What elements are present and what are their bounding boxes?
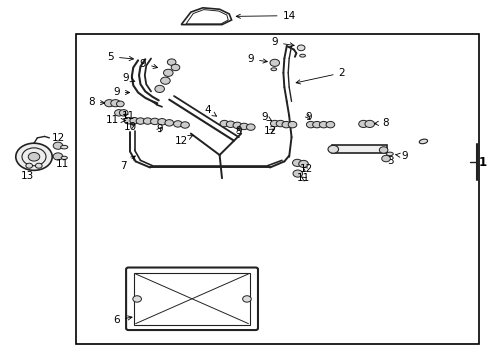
Text: 9: 9 bbox=[395, 151, 407, 161]
Circle shape bbox=[158, 118, 166, 125]
Circle shape bbox=[150, 118, 159, 125]
Circle shape bbox=[130, 117, 138, 124]
Circle shape bbox=[53, 153, 62, 160]
Circle shape bbox=[381, 156, 389, 162]
Circle shape bbox=[181, 122, 189, 128]
Text: 12: 12 bbox=[263, 126, 276, 136]
Text: 13: 13 bbox=[21, 171, 34, 181]
Text: 4: 4 bbox=[204, 105, 216, 116]
Text: 12: 12 bbox=[174, 135, 193, 146]
Circle shape bbox=[364, 120, 374, 127]
Circle shape bbox=[16, 143, 52, 170]
Text: 9: 9 bbox=[235, 126, 242, 136]
Ellipse shape bbox=[270, 68, 276, 71]
Circle shape bbox=[306, 121, 314, 128]
Text: 8: 8 bbox=[374, 118, 387, 128]
Ellipse shape bbox=[299, 54, 305, 57]
Circle shape bbox=[298, 160, 308, 167]
Text: 11: 11 bbox=[56, 159, 69, 169]
Circle shape bbox=[143, 118, 152, 124]
Text: 9: 9 bbox=[305, 112, 311, 122]
Text: 5: 5 bbox=[107, 52, 133, 62]
Circle shape bbox=[292, 170, 302, 177]
Circle shape bbox=[136, 118, 144, 124]
Circle shape bbox=[104, 100, 114, 107]
Ellipse shape bbox=[418, 139, 427, 144]
Ellipse shape bbox=[61, 156, 67, 159]
Text: 9: 9 bbox=[156, 124, 163, 134]
Text: 7: 7 bbox=[120, 156, 135, 171]
Circle shape bbox=[26, 163, 33, 168]
Circle shape bbox=[119, 110, 128, 116]
Circle shape bbox=[124, 117, 133, 124]
Circle shape bbox=[379, 147, 387, 153]
Circle shape bbox=[164, 120, 173, 126]
Circle shape bbox=[297, 45, 305, 51]
Text: 12: 12 bbox=[299, 164, 312, 174]
Circle shape bbox=[173, 121, 182, 127]
Ellipse shape bbox=[386, 152, 392, 156]
Circle shape bbox=[116, 101, 124, 107]
Text: 14: 14 bbox=[236, 11, 295, 21]
Text: 1: 1 bbox=[478, 156, 486, 168]
Circle shape bbox=[327, 145, 338, 153]
Circle shape bbox=[246, 124, 255, 130]
Ellipse shape bbox=[61, 145, 68, 149]
Circle shape bbox=[239, 123, 248, 130]
Circle shape bbox=[163, 69, 173, 76]
Text: 10: 10 bbox=[123, 122, 136, 132]
Text: 3: 3 bbox=[386, 156, 393, 166]
Text: 6: 6 bbox=[113, 315, 132, 325]
Circle shape bbox=[53, 142, 62, 149]
Text: 9: 9 bbox=[113, 87, 129, 98]
Text: 8: 8 bbox=[88, 97, 104, 107]
Circle shape bbox=[358, 120, 367, 127]
Circle shape bbox=[282, 121, 290, 128]
Circle shape bbox=[110, 100, 120, 107]
Text: 11: 11 bbox=[296, 173, 309, 183]
Circle shape bbox=[160, 77, 170, 84]
Circle shape bbox=[133, 296, 141, 302]
Bar bbox=[76, 33, 478, 344]
Text: 9: 9 bbox=[247, 54, 267, 64]
Bar bbox=[134, 273, 249, 325]
Text: 9: 9 bbox=[262, 112, 271, 122]
Circle shape bbox=[242, 296, 251, 302]
Circle shape bbox=[292, 159, 302, 166]
Circle shape bbox=[226, 121, 234, 127]
Circle shape bbox=[319, 121, 327, 128]
Circle shape bbox=[28, 153, 40, 161]
Text: 9: 9 bbox=[122, 73, 135, 83]
Circle shape bbox=[114, 110, 123, 116]
Circle shape bbox=[269, 59, 279, 66]
Text: 11: 11 bbox=[106, 115, 125, 125]
Circle shape bbox=[287, 121, 296, 128]
Bar bbox=[332, 145, 386, 153]
Circle shape bbox=[155, 85, 164, 93]
Circle shape bbox=[171, 64, 180, 71]
Circle shape bbox=[167, 59, 176, 65]
Circle shape bbox=[270, 120, 279, 127]
Circle shape bbox=[325, 121, 334, 128]
Circle shape bbox=[276, 120, 284, 127]
Circle shape bbox=[233, 122, 241, 129]
Circle shape bbox=[220, 120, 228, 127]
Circle shape bbox=[312, 121, 321, 128]
Circle shape bbox=[35, 163, 42, 168]
Text: 12: 12 bbox=[52, 133, 65, 143]
Text: 9: 9 bbox=[139, 59, 157, 68]
Text: 11: 11 bbox=[122, 111, 135, 121]
Text: 9: 9 bbox=[271, 37, 293, 48]
Text: 2: 2 bbox=[296, 68, 345, 84]
